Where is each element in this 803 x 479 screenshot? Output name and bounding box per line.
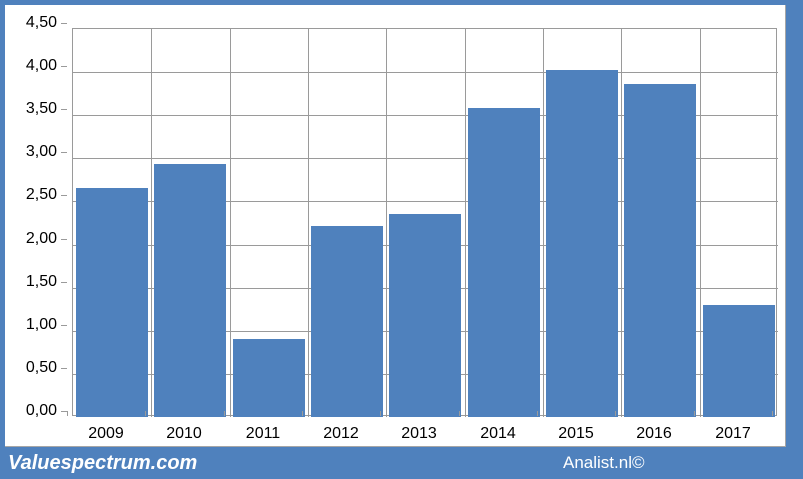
y-axis-label: 1,00 (25, 316, 57, 333)
v-gridline (230, 29, 231, 417)
y-axis-label: 1,50 (25, 273, 57, 290)
x-tick-mark (694, 411, 695, 416)
x-tick-mark (145, 411, 146, 416)
y-tick-mark (61, 66, 67, 67)
y-axis-label: 3,50 (25, 100, 57, 117)
brand-analist: Analist.nl© (563, 453, 645, 472)
y-axis-label: 4,50 (25, 14, 57, 31)
y-tick-mark (61, 152, 67, 153)
y-tick-mark (61, 195, 67, 196)
brand-valuespectrum: Valuespectrum.com (8, 452, 198, 474)
x-tick-mark (224, 411, 225, 416)
y-tick-mark (61, 282, 67, 283)
y-axis-label: 2,00 (25, 230, 57, 247)
plot-area (72, 28, 778, 417)
y-axis-label: 0,00 (25, 402, 57, 419)
x-axis-label: 2013 (401, 425, 437, 442)
y-axis-label: 0,50 (25, 359, 57, 376)
h-gridline (73, 201, 778, 202)
y-tick-mark (61, 23, 67, 24)
y-tick-mark (61, 411, 67, 412)
bar-2010 (154, 164, 226, 417)
y-tick-mark (61, 109, 67, 110)
h-gridline (73, 72, 778, 73)
x-axis-label: 2009 (88, 425, 124, 442)
bar-2017 (703, 305, 775, 417)
x-tick-mark (537, 411, 538, 416)
bar-2013 (389, 214, 461, 417)
v-gridline (386, 29, 387, 417)
x-axis-label: 2012 (323, 425, 359, 442)
x-axis-label: 2011 (245, 425, 281, 442)
v-gridline (543, 29, 544, 417)
x-tick-mark (615, 411, 616, 416)
bar-2015 (546, 70, 618, 417)
x-axis-label: 2014 (480, 425, 516, 442)
v-gridline (621, 29, 622, 417)
y-tick-mark (61, 239, 67, 240)
x-tick-mark (302, 411, 303, 416)
x-axis-label: 2016 (636, 425, 672, 442)
v-gridline (465, 29, 466, 417)
bar-2011 (233, 339, 305, 417)
bar-2012 (311, 226, 383, 417)
y-axis-label: 3,00 (25, 143, 57, 160)
x-tick-mark (67, 411, 68, 416)
chart-background: 0,00 0,50 1,00 1,50 2,00 2,50 3,00 3,50 4,00 4,50… (5, 5, 786, 447)
x-axis-label: 2015 (558, 425, 594, 442)
footer-bar: Valuespectrum.com Analist.nl© (0, 447, 803, 479)
x-axis-label: 2017 (715, 425, 751, 442)
v-gridline (700, 29, 701, 417)
y-tick-mark (61, 325, 67, 326)
bar-2016 (624, 84, 696, 417)
v-gridline (151, 29, 152, 417)
x-tick-mark (772, 411, 773, 416)
y-axis-label: 2,50 (25, 186, 57, 203)
v-gridline (308, 29, 309, 417)
y-axis-label: 4,00 (25, 57, 57, 74)
bar-2014 (468, 108, 540, 417)
x-tick-mark (459, 411, 460, 416)
x-tick-mark (380, 411, 381, 416)
y-tick-mark (61, 368, 67, 369)
h-gridline (73, 115, 778, 116)
bar-2009 (76, 188, 148, 417)
h-gridline (73, 158, 778, 159)
x-axis-label: 2010 (166, 425, 202, 442)
